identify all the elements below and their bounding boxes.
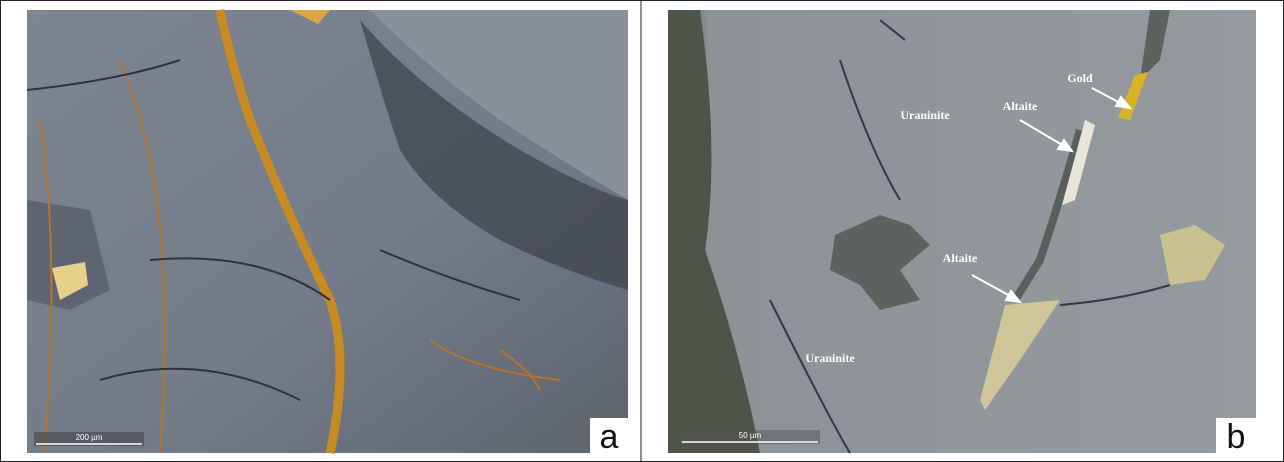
scale-bar-label: 200 µm <box>76 433 103 442</box>
panel-label: b <box>1227 418 1246 456</box>
panel-a: 200 µm a <box>27 10 628 456</box>
annotation: Altaite <box>943 251 978 265</box>
annotation: Gold <box>1067 71 1093 85</box>
annotation: Uraninite <box>900 108 950 122</box>
figure: 200 µm a Uraninite Altaite Gold Altaite … <box>0 0 1284 462</box>
annotation: Uraninite <box>805 351 855 365</box>
annotation: Altaite <box>1003 99 1038 113</box>
micrograph <box>668 10 1256 453</box>
scale-bar-label: 50 µm <box>739 431 762 440</box>
page: 200 µm a Uraninite Altaite Gold Altaite … <box>0 0 1284 462</box>
panel-label: a <box>600 418 619 456</box>
panel-b: Uraninite Altaite Gold Altaite Uraninite… <box>668 10 1256 456</box>
